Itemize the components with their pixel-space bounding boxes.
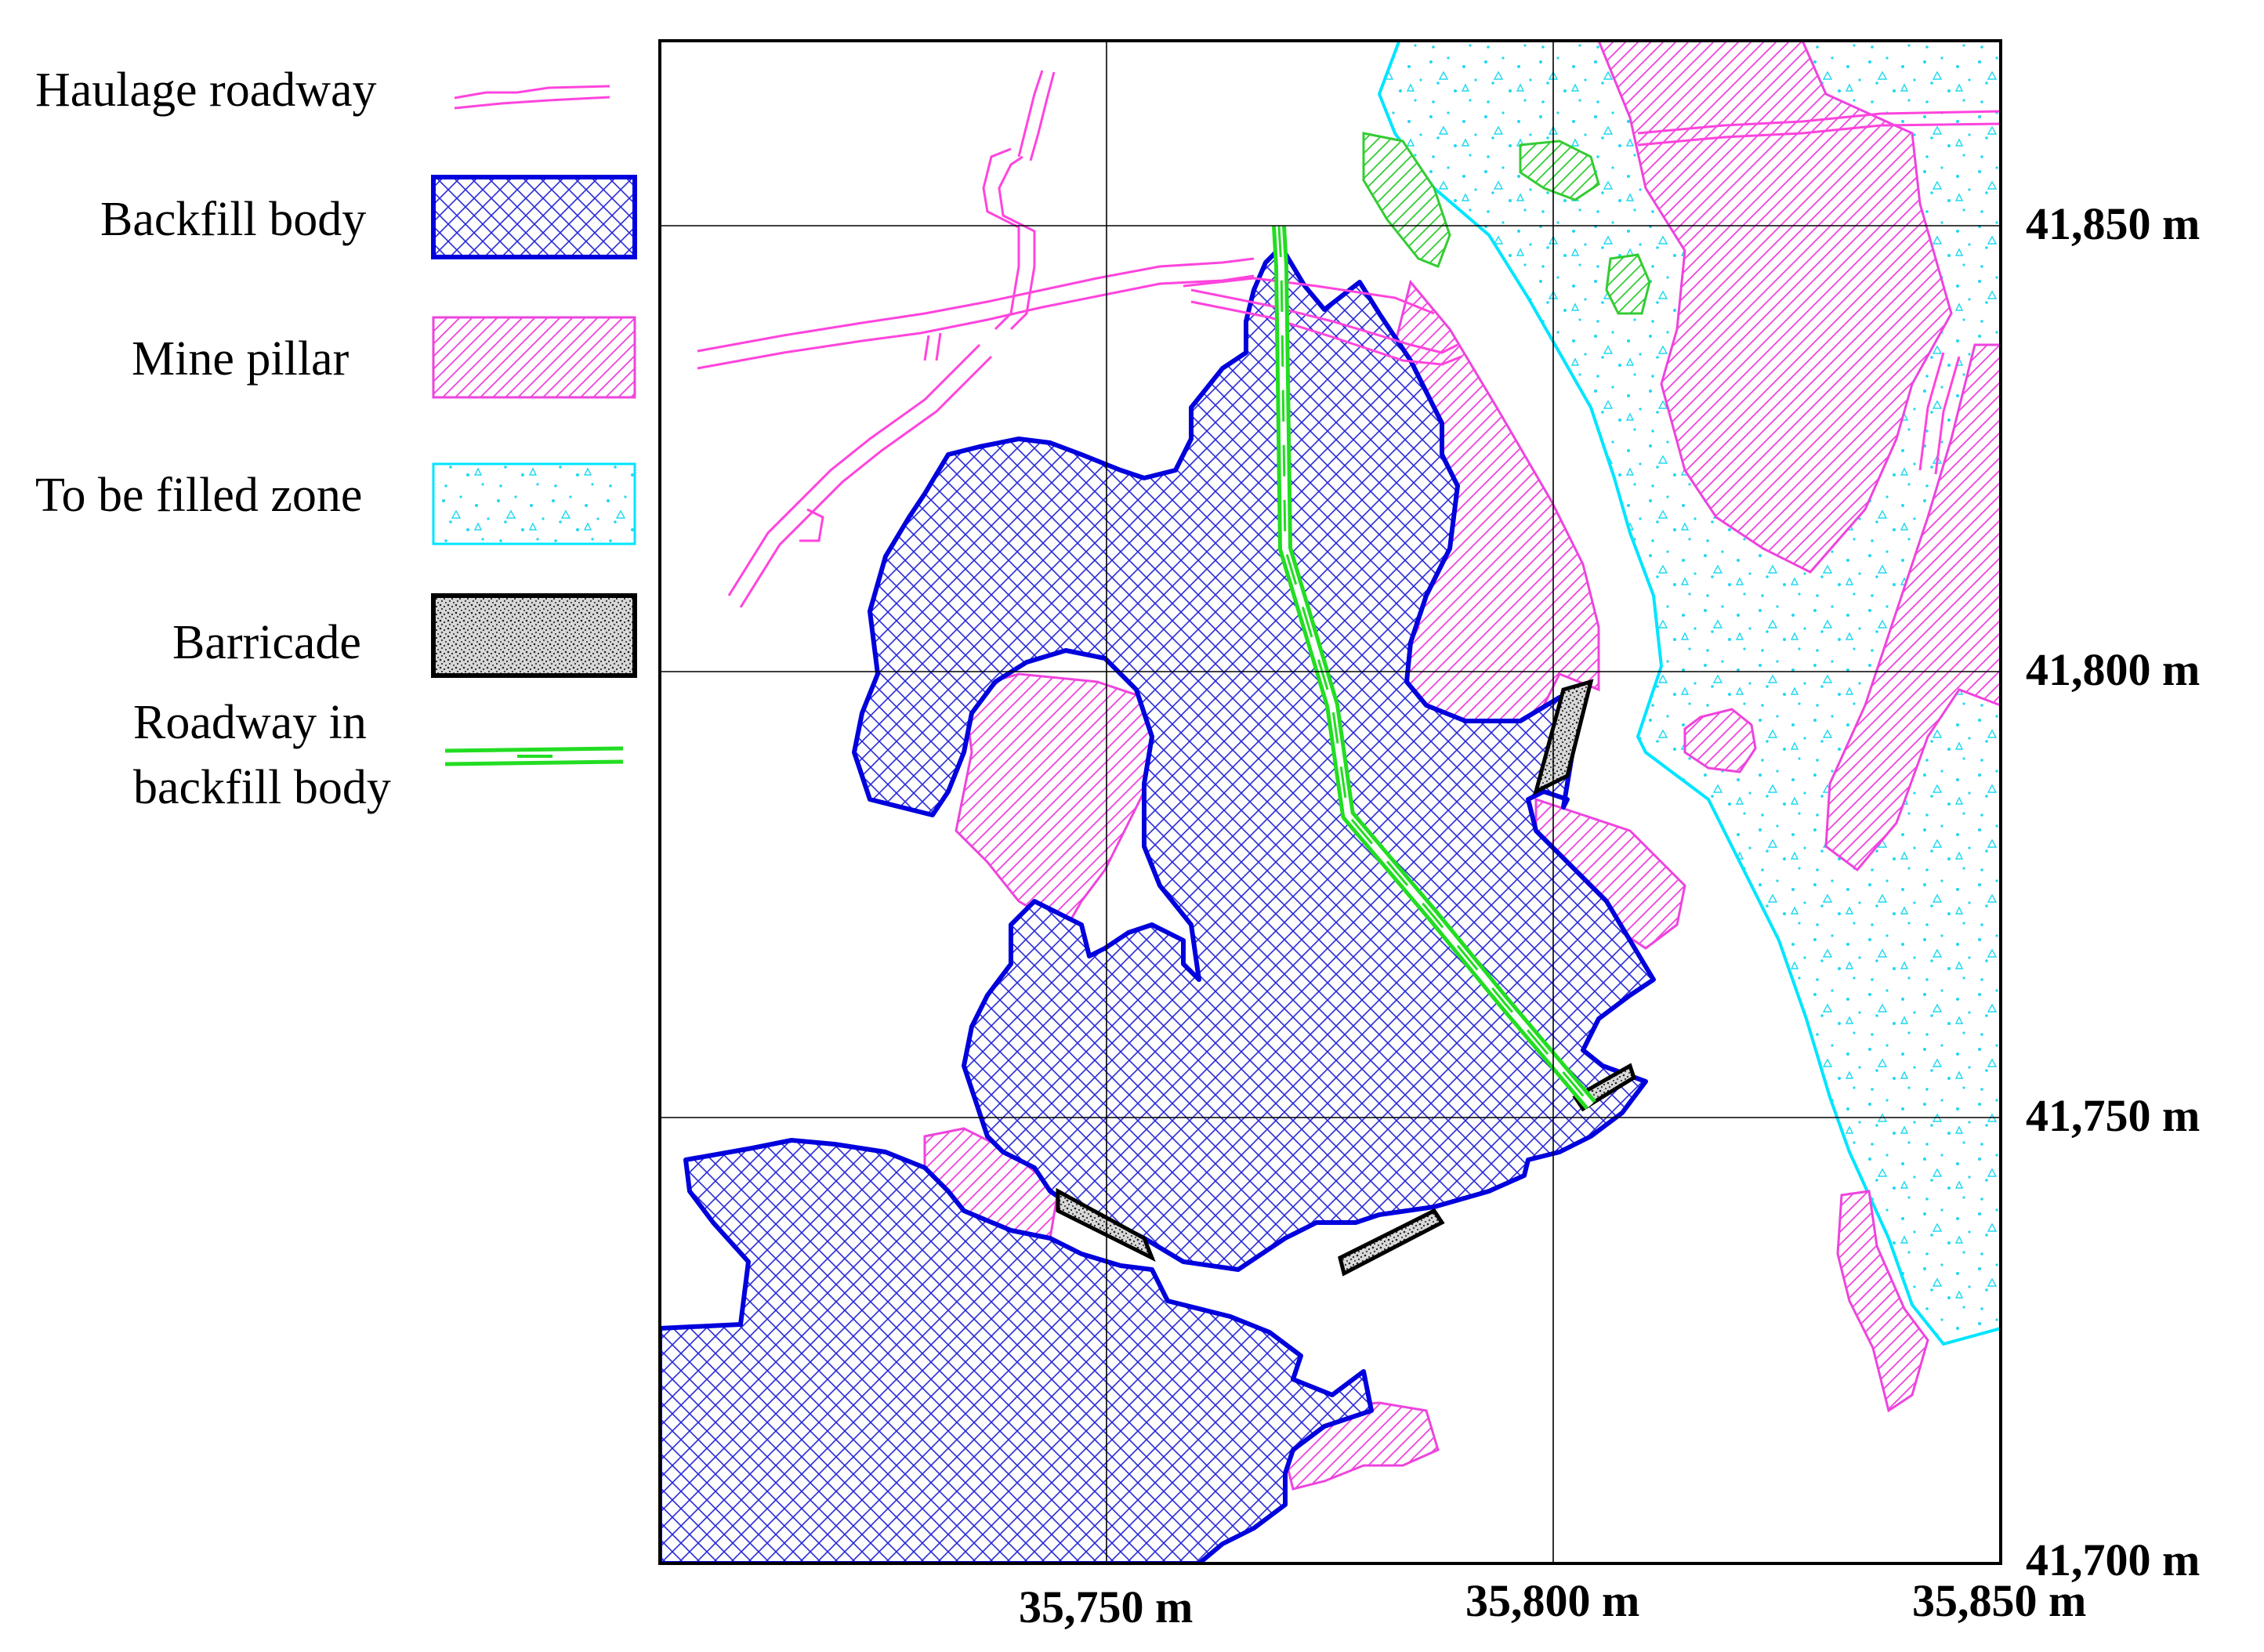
legend-swatch-backfill xyxy=(431,175,637,259)
x-tick-label: 35,850 m xyxy=(1912,1575,2086,1626)
y-tick-label: 41,750 m xyxy=(2026,1090,2200,1141)
backfill-body-southwest xyxy=(660,1138,1374,1563)
legend-label-tofill: To be filled zone xyxy=(35,469,362,522)
barricade-southwest xyxy=(1056,1187,1156,1263)
mine-pillar-inner-west xyxy=(955,672,1161,931)
map-frame xyxy=(658,39,2002,1565)
legend-label-pillar: Mine pillar xyxy=(132,332,350,386)
map-legend: Haulage roadway Backfill body Mine pilla… xyxy=(35,63,637,814)
mine-pillar-east-large xyxy=(1597,41,1953,574)
legend-label-roadway-1: Roadway in xyxy=(133,696,367,749)
green-pillar-oval-top xyxy=(1519,139,1600,201)
y-tick-label: 41,850 m xyxy=(2026,198,2200,249)
legend-swatch-roadway xyxy=(444,746,624,766)
mine-pillar-east-strip xyxy=(1824,343,2001,872)
x-tick-label: 35,750 m xyxy=(1019,1581,1193,1632)
legend-swatch-tofill xyxy=(432,462,636,545)
legend-label-barricade: Barricade xyxy=(172,616,361,669)
legend-label-haulage: Haulage roadway xyxy=(35,63,377,117)
barricade-south xyxy=(1338,1208,1445,1277)
mine-pillar-round xyxy=(1683,708,1757,773)
y-tick-label: 41,800 m xyxy=(2026,644,2200,695)
green-pillar-north xyxy=(1362,132,1451,268)
roadway-in-backfill-body xyxy=(1272,225,1596,1110)
y-tick-label: 41,700 m xyxy=(2026,1534,2200,1585)
legend-swatch-barricade xyxy=(431,593,637,678)
legend-swatch-haulage xyxy=(454,85,610,110)
map-grid xyxy=(660,41,2001,1563)
barricade-east xyxy=(1533,679,1594,795)
haulage-roadway-network xyxy=(697,70,2001,608)
mine-pillar-bottom-right xyxy=(1836,1190,1929,1413)
green-pillar-oval-mid xyxy=(1605,253,1651,315)
x-tick-label: 35,800 m xyxy=(1465,1575,1639,1626)
legend-label-backfill: Backfill body xyxy=(100,193,366,246)
legend-swatch-pillar xyxy=(432,316,636,399)
legend-label-roadway-2: backfill body xyxy=(133,761,391,814)
